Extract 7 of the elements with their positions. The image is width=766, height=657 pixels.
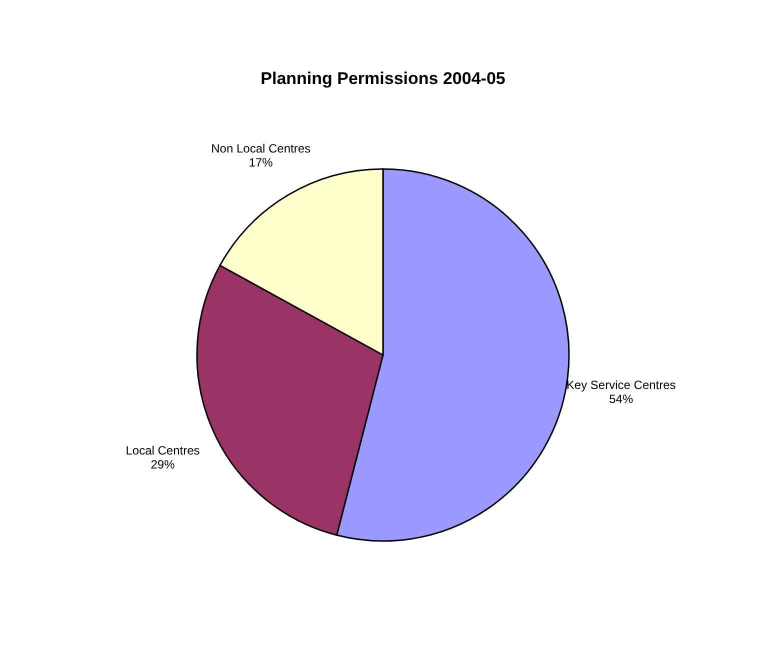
data-label: 54%: [609, 392, 634, 406]
chart-title: Planning Permissions 2004-05: [260, 69, 506, 88]
slice-label: Non Local Centres: [211, 141, 311, 156]
slice-label: Local Centres: [126, 443, 200, 458]
data-label: 17%: [248, 155, 274, 170]
slice-label: Key Service Centres: [566, 378, 676, 392]
data-label: 29%: [150, 457, 176, 472]
